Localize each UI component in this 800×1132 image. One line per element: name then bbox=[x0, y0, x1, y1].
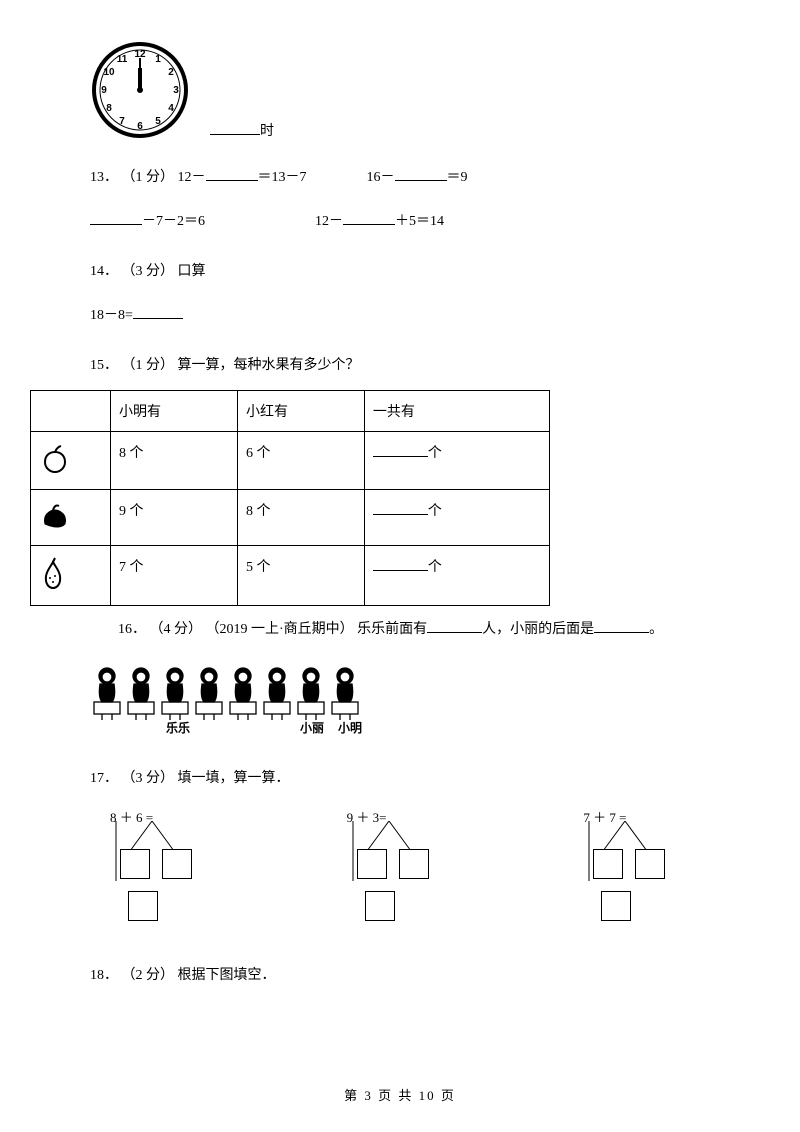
split-box[interactable] bbox=[357, 849, 387, 879]
question-13: 13． （1 分） 12－ ＝13－7 16－ ＝9 －7－2＝6 12－ ＋5＝14 bbox=[90, 164, 710, 236]
label-lele: 乐乐 bbox=[166, 720, 190, 734]
split-1: 8 ＋ 6 = bbox=[110, 807, 237, 932]
q13-eq1-l: 12－ bbox=[178, 170, 206, 185]
q18-title: 根据下图填空． bbox=[178, 968, 276, 983]
svg-text:7: 7 bbox=[119, 116, 125, 127]
q18-points: （2 分） bbox=[122, 968, 175, 983]
peach-icon bbox=[39, 500, 71, 530]
cell-a: 8 个 bbox=[111, 432, 238, 490]
q13-blank2[interactable] bbox=[395, 167, 447, 181]
split-box[interactable] bbox=[635, 849, 665, 879]
cell-blank[interactable] bbox=[373, 557, 428, 571]
q16-t2: 人，小丽的后面是 bbox=[482, 622, 594, 637]
label-xiaoli: 小丽 bbox=[300, 720, 324, 734]
q13-blank1[interactable] bbox=[206, 167, 258, 181]
split-diagrams: 8 ＋ 6 = 9 ＋ 3= 7 ＋ 7 = bbox=[110, 807, 710, 932]
q15-points: （1 分） bbox=[122, 358, 175, 373]
cell-blank[interactable] bbox=[373, 443, 428, 457]
cell-b: 6 个 bbox=[237, 432, 364, 490]
q15-title: 算一算，每种水果有多少个？ bbox=[178, 358, 360, 373]
table-row: 8 个 6 个 个 bbox=[31, 432, 550, 490]
q13-eq1-r: ＝13－7 bbox=[258, 170, 307, 185]
q18-num: 18． bbox=[90, 968, 118, 983]
cell-b: 8 个 bbox=[237, 490, 364, 546]
q16-src: （2019 一上·商丘期中） bbox=[206, 622, 354, 637]
q16-t3: 。 bbox=[649, 622, 663, 637]
cell-suffix: 个 bbox=[428, 446, 442, 461]
table-row: 9 个 8 个 个 bbox=[31, 490, 550, 546]
q16-blank1[interactable] bbox=[427, 619, 482, 633]
th-ming: 小明有 bbox=[111, 391, 238, 432]
question-18: 18． （2 分） 根据下图填空． bbox=[90, 962, 710, 990]
q13-eq2-r: ＝9 bbox=[447, 170, 468, 185]
q15-num: 15． bbox=[90, 358, 118, 373]
q13-points: （1 分） bbox=[122, 170, 175, 185]
q13-eq3-r: －7－2＝6 bbox=[142, 214, 205, 229]
split-box[interactable] bbox=[399, 849, 429, 879]
q13-blank4[interactable] bbox=[343, 211, 395, 225]
q16-num: 16． bbox=[118, 622, 146, 637]
th-total: 一共有 bbox=[364, 391, 549, 432]
svg-text:3: 3 bbox=[173, 85, 179, 96]
q14-num: 14． bbox=[90, 264, 118, 279]
split-3: 7 ＋ 7 = bbox=[583, 807, 710, 932]
svg-text:1: 1 bbox=[155, 54, 161, 65]
q17-title: 填一填，算一算． bbox=[178, 771, 290, 786]
q14-blank[interactable] bbox=[133, 305, 183, 319]
q13-eq2-l: 16－ bbox=[367, 170, 395, 185]
q13-eq4-r: ＋5＝14 bbox=[395, 214, 444, 229]
pear-icon bbox=[39, 556, 67, 590]
question-16: 16． （4 分） （2019 一上·商丘期中） 乐乐前面有 人，小丽的后面是 。 bbox=[90, 616, 710, 644]
apple-icon bbox=[39, 442, 71, 474]
label-xiaoming: 小明 bbox=[338, 720, 362, 734]
cell-suffix: 个 bbox=[428, 504, 442, 519]
svg-text:8: 8 bbox=[106, 103, 112, 114]
cell-a: 9 个 bbox=[111, 490, 238, 546]
fruit-table: 小明有 小红有 一共有 8 个 6 个 个 9 个 8 个 个 7 个 5 个 … bbox=[30, 390, 550, 606]
split-box[interactable] bbox=[128, 891, 158, 921]
question-17: 17． （3 分） 填一填，算一算． bbox=[90, 765, 710, 793]
split-box[interactable] bbox=[365, 891, 395, 921]
cell-blank[interactable] bbox=[373, 501, 428, 515]
svg-text:10: 10 bbox=[103, 67, 115, 78]
th-empty bbox=[31, 391, 111, 432]
q14-points: （3 分） bbox=[122, 264, 175, 279]
table-header-row: 小明有 小红有 一共有 bbox=[31, 391, 550, 432]
page-footer: 第 3 页 共 10 页 bbox=[0, 1085, 800, 1104]
q17-num: 17． bbox=[90, 771, 118, 786]
q13-eq4-l: 12－ bbox=[315, 214, 343, 229]
svg-text:2: 2 bbox=[168, 67, 174, 78]
clock-blank[interactable] bbox=[210, 121, 260, 135]
clock-row: 1212 345 678 91011 时 bbox=[90, 40, 710, 140]
q17-points: （3 分） bbox=[122, 771, 175, 786]
clock-suffix: 时 bbox=[260, 124, 274, 139]
q13-num: 13． bbox=[90, 170, 118, 185]
clock-blank-label: 时 bbox=[210, 120, 274, 140]
q16-points: （4 分） bbox=[150, 622, 203, 637]
svg-text:11: 11 bbox=[117, 54, 128, 65]
svg-text:9: 9 bbox=[101, 85, 107, 96]
kids-illustration: 乐乐 小丽 小明 bbox=[90, 662, 710, 739]
split-box[interactable] bbox=[120, 849, 150, 879]
cell-a: 7 个 bbox=[111, 546, 238, 606]
th-hong: 小红有 bbox=[237, 391, 364, 432]
svg-text:5: 5 bbox=[155, 116, 161, 127]
question-15: 15． （1 分） 算一算，每种水果有多少个？ bbox=[90, 352, 710, 380]
split-box[interactable] bbox=[593, 849, 623, 879]
q16-t1: 乐乐前面有 bbox=[357, 622, 427, 637]
table-row: 7 个 5 个 个 bbox=[31, 546, 550, 606]
split-box[interactable] bbox=[162, 849, 192, 879]
question-14: 14． （3 分） 口算 18－8= bbox=[90, 258, 710, 330]
q13-blank3[interactable] bbox=[90, 211, 142, 225]
svg-text:6: 6 bbox=[137, 121, 143, 132]
cell-b: 5 个 bbox=[237, 546, 364, 606]
clock-icon: 1212 345 678 91011 bbox=[90, 40, 190, 140]
split-2: 9 ＋ 3= bbox=[347, 807, 474, 932]
svg-text:4: 4 bbox=[168, 103, 174, 114]
split-box[interactable] bbox=[601, 891, 631, 921]
q14-expr: 18－8= bbox=[90, 308, 133, 323]
q14-title: 口算 bbox=[178, 264, 206, 279]
q16-blank2[interactable] bbox=[594, 619, 649, 633]
cell-suffix: 个 bbox=[428, 560, 442, 575]
